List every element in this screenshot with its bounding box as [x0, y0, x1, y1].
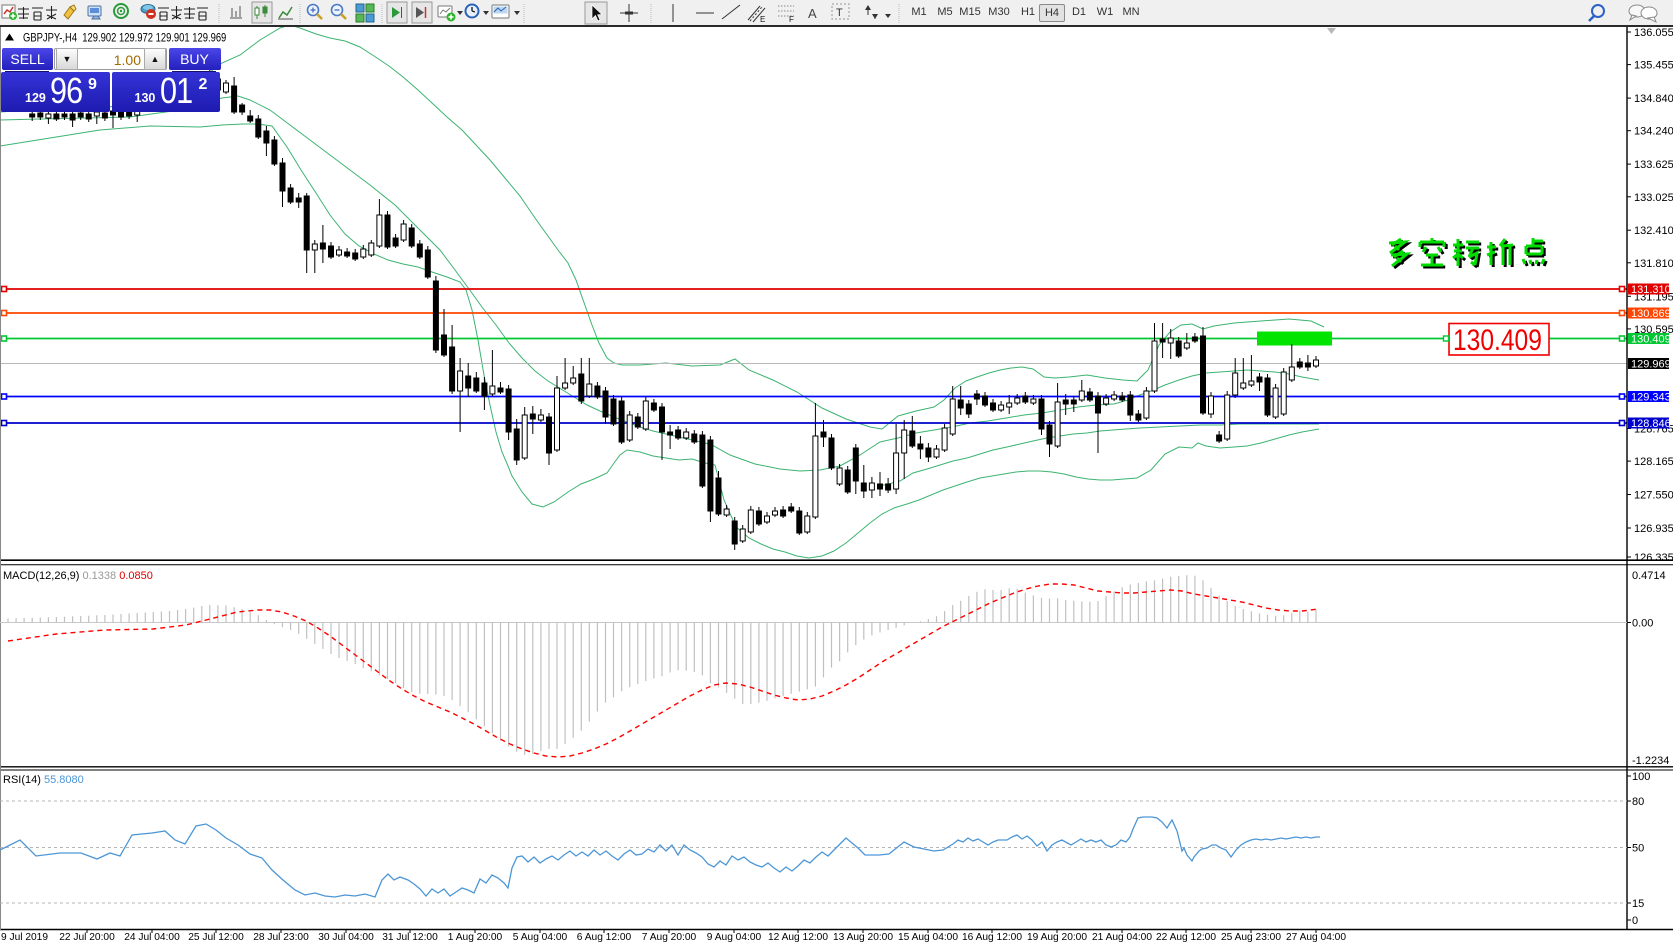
- svg-text:50: 50: [1632, 843, 1644, 855]
- svg-text:5 Aug 04:00: 5 Aug 04:00: [513, 932, 568, 943]
- svg-text:E: E: [760, 15, 765, 24]
- svg-text:132.410: 132.410: [1634, 225, 1673, 237]
- svg-text:24 Jul 04:00: 24 Jul 04:00: [124, 932, 180, 943]
- svg-text:25 Jul 12:00: 25 Jul 12:00: [188, 932, 244, 943]
- svg-text:128.846: 128.846: [1631, 418, 1671, 430]
- svg-text:9 Jul 2019: 9 Jul 2019: [1, 932, 48, 943]
- svg-text:133.625: 133.625: [1634, 159, 1673, 171]
- svg-text:128.165: 128.165: [1634, 456, 1673, 468]
- svg-text:135.455: 135.455: [1634, 60, 1673, 72]
- svg-text:16 Aug 12:00: 16 Aug 12:00: [962, 932, 1022, 943]
- svg-text:131.310: 131.310: [1631, 284, 1671, 296]
- svg-text:127.550: 127.550: [1634, 490, 1673, 502]
- svg-text:A: A: [808, 6, 817, 21]
- svg-text:9 Aug 04:00: 9 Aug 04:00: [707, 932, 762, 943]
- svg-text:MACD(12,26,9) 0.1338 0.0850: MACD(12,26,9) 0.1338 0.0850: [3, 570, 153, 582]
- svg-text:129.969: 129.969: [1631, 359, 1671, 371]
- svg-text:0.4714: 0.4714: [1632, 570, 1666, 582]
- svg-text:1 Aug 20:00: 1 Aug 20:00: [448, 932, 503, 943]
- svg-text:T: T: [836, 7, 843, 19]
- svg-text:130.409: 130.409: [1631, 334, 1671, 346]
- svg-text:22 Aug 12:00: 22 Aug 12:00: [1156, 932, 1216, 943]
- svg-text:21 Aug 04:00: 21 Aug 04:00: [1092, 932, 1152, 943]
- svg-text:100: 100: [1632, 771, 1650, 783]
- svg-text:30 Jul 04:00: 30 Jul 04:00: [318, 932, 374, 943]
- svg-text:RSI(14) 55.8080: RSI(14) 55.8080: [3, 774, 84, 786]
- svg-text:7 Aug 20:00: 7 Aug 20:00: [642, 932, 697, 943]
- svg-text:19 Aug 20:00: 19 Aug 20:00: [1027, 932, 1087, 943]
- svg-text:27 Aug 04:00: 27 Aug 04:00: [1286, 932, 1346, 943]
- svg-text:F: F: [789, 15, 794, 24]
- svg-text:31 Jul 12:00: 31 Jul 12:00: [382, 932, 438, 943]
- svg-text:15: 15: [1632, 898, 1644, 910]
- svg-text:130.595: 130.595: [1634, 324, 1673, 336]
- svg-text:6 Aug 12:00: 6 Aug 12:00: [577, 932, 632, 943]
- svg-text:22 Jul 20:00: 22 Jul 20:00: [59, 932, 115, 943]
- svg-text:12 Aug 12:00: 12 Aug 12:00: [768, 932, 828, 943]
- svg-text:25 Aug 23:00: 25 Aug 23:00: [1221, 932, 1281, 943]
- svg-text:134.240: 134.240: [1634, 126, 1673, 138]
- svg-text:130.869: 130.869: [1631, 308, 1671, 320]
- svg-text:129.343: 129.343: [1631, 392, 1671, 404]
- svg-text:126.335: 126.335: [1634, 552, 1673, 564]
- svg-text:13 Aug 20:00: 13 Aug 20:00: [833, 932, 893, 943]
- svg-text:80: 80: [1632, 796, 1644, 808]
- svg-text:0.00: 0.00: [1632, 618, 1653, 630]
- svg-text:GBPJPY-,H4 129.902 129.972 12: GBPJPY-,H4 129.902 129.972 129.901 129.9…: [23, 32, 226, 45]
- svg-text:133.025: 133.025: [1634, 192, 1673, 204]
- svg-text:28 Jul 23:00: 28 Jul 23:00: [253, 932, 309, 943]
- svg-text:15 Aug 04:00: 15 Aug 04:00: [898, 932, 958, 943]
- svg-text:130.409: 130.409: [1453, 323, 1542, 357]
- svg-text:131.810: 131.810: [1634, 258, 1673, 270]
- svg-text:136.055: 136.055: [1634, 27, 1673, 39]
- svg-text:126.935: 126.935: [1634, 523, 1673, 535]
- svg-text:134.840: 134.840: [1634, 93, 1673, 105]
- svg-text:-1.2234: -1.2234: [1632, 755, 1669, 767]
- svg-text:0: 0: [1632, 915, 1638, 927]
